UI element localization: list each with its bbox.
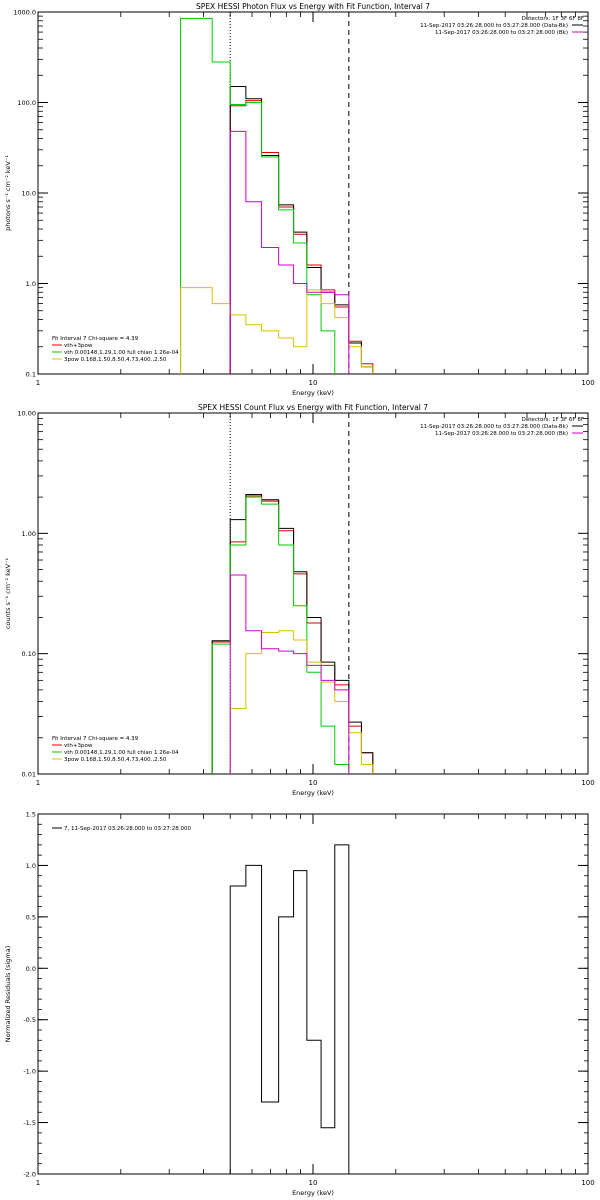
header-line: 11-Sep-2017 03:26:28.000 to 03:27:28.000… — [420, 424, 568, 430]
x-tick-label: 100 — [581, 779, 594, 787]
y-tick-label: 1.5 — [26, 811, 36, 819]
legend-entry: vth+3pow — [64, 743, 93, 749]
legend-entry: 7, 11-Sep-2017 03:26:28.000 to 03:27:28.… — [64, 826, 191, 832]
series-3-line — [211, 496, 350, 774]
y-tick-label: 0.1 — [26, 371, 36, 379]
y-tick-label: 0.0 — [26, 965, 36, 973]
y-tick-label: 10.00 — [17, 410, 36, 418]
series-2-line — [211, 494, 374, 774]
y-axis-label: Normalized Residuals (sigma) — [4, 946, 12, 1043]
x-axis-label: Energy (keV) — [292, 1189, 334, 1197]
y-tick-label: -1.0 — [23, 1068, 36, 1076]
header-line: 11-Sep-2017 03:26:28.000 to 03:27:28.000… — [435, 431, 568, 437]
series-5-line — [229, 130, 350, 374]
y-tick-label: -0.5 — [23, 1016, 36, 1024]
plot-frame — [37, 813, 589, 1175]
series-2-line — [229, 86, 374, 374]
legend-entry: 3pow 0.168,1.50,8.50,4.73,400.,2.50 — [64, 357, 167, 363]
legend-entry: Fit Interval 7 Chi-square = 4.39 — [52, 736, 139, 742]
x-axis-label: Energy (keV) — [292, 789, 334, 797]
chart-title: SPEX HESSI Count Flux vs Energy with Fit… — [198, 403, 428, 412]
x-tick-label: 1 — [36, 379, 40, 387]
y-tick-label: 1.0 — [26, 280, 36, 288]
header-line: 11-Sep-2017 03:26:28.000 to 03:27:28.000… — [435, 30, 568, 36]
y-tick-label: 1000.0 — [13, 9, 36, 17]
chart-panel-1: 1 10 100 0.1 1.0 10.0 100.0 1000.0 SPEX HESSI Ph… — [4, 2, 595, 397]
legend-entry: 3pow 0.168,1.50,8.50,4.73,400.,2.50 — [64, 757, 167, 763]
series-4-line — [180, 287, 374, 374]
plot-frame — [37, 412, 589, 775]
x-tick-label: 10 — [309, 1179, 318, 1187]
x-axis-label: Energy (keV) — [292, 389, 334, 397]
legend-entry: vth 0.00148,1.29,1.00 full chian 1.26e-0… — [64, 750, 179, 756]
y-tick-label: -2.0 — [23, 1171, 36, 1179]
y-axis-label: photons s⁻¹ cm⁻² keV⁻¹ — [4, 155, 12, 231]
y-tick-label: 100.0 — [17, 99, 36, 107]
x-tick-label: 10 — [309, 379, 318, 387]
header-line: Detectors: 1F 3F 6F 8F — [522, 417, 584, 423]
legend-entry: vth 0.00148,1.29,1.00 full chian 1.26e-0… — [64, 350, 179, 356]
y-tick-label: 1.0 — [26, 862, 36, 870]
series-5-line — [229, 574, 350, 774]
x-tick-label: 1 — [36, 779, 40, 787]
y-tick-label: 10.0 — [22, 190, 36, 198]
series-1-line — [229, 844, 350, 1174]
y-tick-label: 0.01 — [22, 771, 36, 779]
y-tick-label: -1.5 — [23, 1119, 36, 1127]
chart-title: SPEX HESSI Photon Flux vs Energy with Fi… — [196, 2, 430, 11]
y-axis-label: counts s⁻¹ cm⁻² keV⁻¹ — [4, 557, 12, 629]
chart-panel-3: 1 10 100 -2.0 -1.5 -1.0 -0.5 0.0 0.5 1.0 1.5 7, 11-… — [4, 811, 595, 1198]
x-tick-label: 100 — [581, 379, 594, 387]
legend-entry: vth+3pow — [64, 343, 93, 349]
x-tick-label: 10 — [309, 779, 318, 787]
chart-panel-2: 1 10 100 0.01 0.10 1.00 10.00 SPEX HESSI Count … — [4, 403, 595, 797]
x-tick-label: 100 — [581, 1179, 594, 1187]
series-1-line — [211, 495, 374, 774]
header-line: Detectors: 1F 3F 6F 8F — [522, 16, 584, 22]
legend-entry: Fit Interval 7 Chi-square = 4.39 — [52, 336, 139, 342]
series-3-line — [180, 17, 336, 374]
series-4-line — [229, 630, 374, 774]
plot-frame — [37, 11, 589, 375]
y-tick-label: 0.5 — [26, 913, 36, 921]
series-1-line — [229, 100, 374, 374]
y-tick-label: 1.00 — [22, 530, 36, 538]
header-line: 11-Sep-2017 03:26:28.000 to 03:27:28.000… — [420, 23, 568, 29]
y-tick-label: 0.10 — [22, 650, 36, 658]
x-tick-label: 1 — [36, 1179, 40, 1187]
